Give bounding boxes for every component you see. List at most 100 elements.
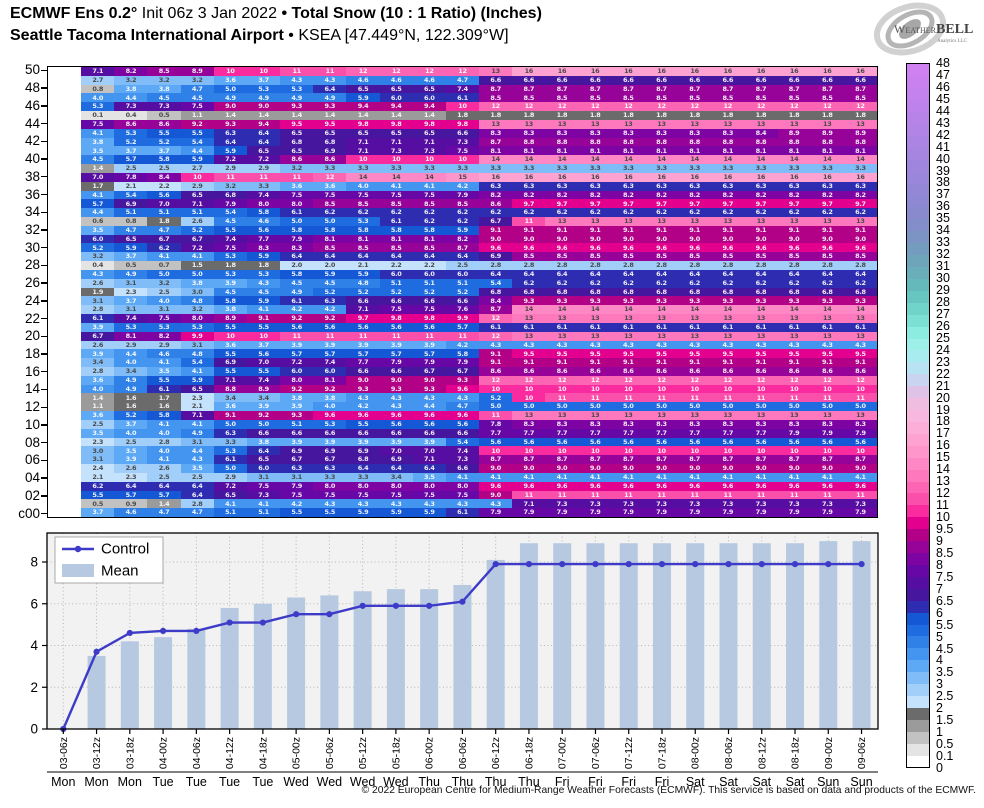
heatmap-cell: 8.7 xyxy=(611,84,645,94)
colorbar-tick-label: 5 xyxy=(936,629,943,644)
heatmap-cell: 3.3 xyxy=(611,164,645,173)
heatmap-cell: 9.6 xyxy=(843,481,877,491)
colorbar-tick-label: 36 xyxy=(936,199,950,214)
heatmap-cell: 2.5 xyxy=(445,261,480,270)
heatmap-cell: 7.3 xyxy=(744,499,778,509)
heatmap-cell: 9.8 xyxy=(379,314,413,323)
heatmap-cell: 6.1 xyxy=(744,322,778,332)
heatmap-cell: 1.1 xyxy=(81,402,115,412)
heatmap-cell: 5.3 xyxy=(147,322,181,332)
heatmap-cell: 7.2 xyxy=(180,243,214,253)
heatmap-cell xyxy=(48,102,82,112)
heatmap-cell: 6.4 xyxy=(711,269,745,279)
heatmap-cell: 2.7 xyxy=(180,164,214,173)
heatmap-cell xyxy=(48,93,82,103)
colorbar-tick-label: 43 xyxy=(936,115,950,130)
heatmap-cell: 8.5 xyxy=(744,252,778,262)
heatmap-cell: 7.9 xyxy=(678,508,712,517)
control-marker xyxy=(758,560,765,568)
heatmap-cell: 4.8 xyxy=(180,296,214,306)
heatmap-cell: 16 xyxy=(578,67,612,76)
heatmap-cell: 5.0 xyxy=(678,402,712,412)
heatmap-cell: 7.5 xyxy=(346,190,380,200)
heatmap-cell: 9.1 xyxy=(744,225,778,235)
heatmap-cell: 6.0 xyxy=(313,366,347,376)
heatmap-cell: 10 xyxy=(479,446,513,456)
heatmap-cell: 3.9 xyxy=(313,340,347,350)
heatmap-cell: 6.4 xyxy=(611,269,645,279)
heatmap-cell: 9.6 xyxy=(611,243,645,253)
heatmap-cell: 5.7 xyxy=(412,349,446,359)
control-marker xyxy=(459,598,466,605)
heatmap-cell xyxy=(48,287,82,297)
heatmap-cell: 13 xyxy=(545,119,579,129)
heatmap-cell: 9.2 xyxy=(313,314,347,323)
heatmap-cell: 7.9 xyxy=(280,481,314,491)
heatmap-cell: 4.4 xyxy=(412,402,446,412)
heatmap-cell: 1.6 xyxy=(147,402,181,412)
heatmap-cell: 13 xyxy=(711,216,745,226)
svg-text:08-06z: 08-06z xyxy=(723,737,735,769)
heatmap-cell: 8.6 xyxy=(843,366,877,376)
heatmap-cell: 6.5 xyxy=(412,128,446,138)
heatmap-cell: 9.2 xyxy=(180,119,214,129)
heatmap-cell: 8.2 xyxy=(711,190,745,200)
heatmap-cell: 6.6 xyxy=(711,75,745,85)
heatmap-cell: 10 xyxy=(379,155,413,165)
colorbar-band xyxy=(907,123,929,136)
heatmap-cell: 14 xyxy=(678,305,712,315)
heatmap-cell: 5.0 xyxy=(213,84,247,94)
heatmap-cell: 6.5 xyxy=(280,146,314,156)
legend-mean-label: Mean xyxy=(101,563,139,580)
heatmap-cell: 10 xyxy=(246,331,281,341)
heatmap-cell: 7.3 xyxy=(412,146,446,156)
mean-bar xyxy=(353,591,372,729)
heatmap-cell: 6.6 xyxy=(445,296,480,306)
mean-bar xyxy=(386,589,405,729)
heatmap-cell: 7.9 xyxy=(777,428,811,438)
heatmap-cell: 8.3 xyxy=(246,243,281,253)
svg-text:Tue: Tue xyxy=(153,775,174,789)
heatmap-cell: 8.3 xyxy=(744,419,778,429)
control-marker xyxy=(392,602,399,609)
colorbar-tick-label: 6 xyxy=(936,605,943,620)
heatmap-cell: 8.0 xyxy=(280,375,314,385)
heatmap-cell: 3.7 xyxy=(81,508,115,517)
heatmap-cell: 5.1 xyxy=(246,508,281,517)
heatmap-cell: 9.0 xyxy=(678,464,712,473)
heatmap-cell: 16 xyxy=(479,172,513,182)
heatmap-cell: 4.1 xyxy=(611,472,645,482)
heatmap-cell: 9.6 xyxy=(711,243,745,253)
heatmap-cell: 8.0 xyxy=(379,481,413,491)
mean-bar xyxy=(652,543,671,729)
heatmap-cell: 8.1 xyxy=(611,146,645,156)
heatmap-cell: 4.5 xyxy=(180,93,214,103)
heatmap-cell: 4.3 xyxy=(313,499,347,509)
heatmap-cell: 4.3 xyxy=(545,340,579,350)
heatmap-cell: 13 xyxy=(578,314,612,323)
heatmap-cell: 14 xyxy=(678,155,712,165)
colorbar-tick-label: 38 xyxy=(936,175,950,190)
heatmap-cell: 6.3 xyxy=(479,181,513,191)
ensemble-member-label: 28 xyxy=(24,257,40,273)
heatmap-cell: 8.8 xyxy=(611,137,645,147)
heatmap-cell: 5.1 xyxy=(180,208,214,217)
svg-text:Mon: Mon xyxy=(118,775,142,789)
colorbar-tick-label: 22 xyxy=(936,366,950,381)
heatmap-cell: 9.7 xyxy=(545,199,579,209)
heatmap-cell: 2.8 xyxy=(644,261,679,270)
heatmap-cell: 7.9 xyxy=(644,508,679,517)
heatmap-cell: 9.0 xyxy=(777,464,811,473)
heatmap-cell: 13 xyxy=(512,119,546,129)
axis-tick xyxy=(41,105,47,107)
heatmap-cell: 8.5 xyxy=(578,252,612,262)
title-model: ECMWF Ens 0.2° xyxy=(10,5,138,22)
heatmap-cell: 6.6 xyxy=(810,75,844,85)
heatmap-cell: 7.1 xyxy=(180,411,214,420)
colorbar-band xyxy=(907,326,929,339)
heatmap-cell: 10 xyxy=(512,384,546,394)
heatmap-cell: 4.8 xyxy=(180,349,214,359)
heatmap-cell: 8.5 xyxy=(611,93,645,103)
heatmap-cell: 16 xyxy=(678,172,712,182)
